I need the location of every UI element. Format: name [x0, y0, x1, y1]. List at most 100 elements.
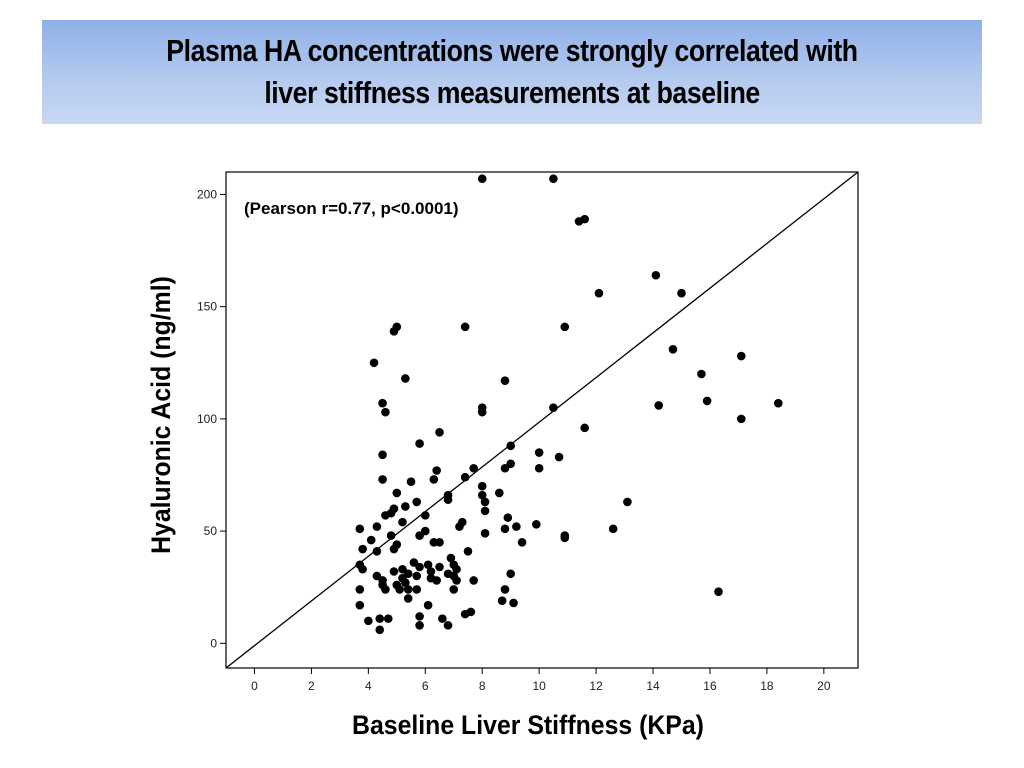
data-point: [677, 288, 686, 298]
y-tick-label: 150: [197, 300, 217, 314]
data-point: [697, 369, 706, 379]
data-point: [378, 398, 387, 408]
data-point: [429, 475, 439, 484]
data-point: [736, 351, 746, 361]
x-tick-label: 18: [760, 679, 774, 693]
data-point: [401, 502, 410, 511]
data-point: [477, 174, 487, 184]
data-point: [375, 614, 385, 623]
data-point: [480, 529, 490, 538]
data-point: [534, 463, 544, 473]
data-point: [560, 322, 570, 332]
data-point: [466, 607, 476, 617]
y-tick-label: 100: [197, 412, 217, 426]
data-point: [509, 598, 518, 608]
data-point: [512, 522, 521, 531]
data-point: [392, 540, 402, 549]
data-point: [372, 546, 382, 556]
data-point: [381, 511, 390, 520]
data-point: [668, 345, 678, 354]
pearson-annotation: (Pearson r=0.77, p<0.0001): [244, 199, 459, 218]
y-axis: 0 50 100 150 200: [197, 187, 226, 650]
x-tick-label: 0: [251, 679, 258, 693]
data-point: [415, 439, 424, 448]
data-point: [460, 322, 470, 332]
y-tick-label: 0: [210, 636, 217, 650]
data-point: [432, 466, 441, 475]
data-point: [580, 423, 590, 433]
data-point: [378, 475, 387, 484]
data-point: [651, 270, 661, 280]
data-point: [477, 481, 487, 491]
data-point: [449, 585, 459, 594]
data-point: [469, 463, 478, 473]
x-tick-label: 12: [589, 679, 603, 693]
data-point: [369, 358, 379, 368]
y-tick-label: 50: [204, 524, 218, 538]
data-point: [477, 490, 487, 500]
data-point: [594, 288, 604, 298]
data-point: [500, 463, 510, 473]
x-tick-label: 2: [308, 679, 315, 693]
data-point: [534, 448, 544, 457]
data-point: [480, 497, 490, 507]
data-point: [554, 452, 564, 462]
data-point: [420, 511, 430, 520]
data-point: [438, 614, 447, 623]
x-tick-label: 16: [703, 679, 717, 693]
data-point: [358, 544, 367, 554]
data-point: [455, 522, 464, 531]
data-point: [503, 513, 513, 522]
data-point: [608, 524, 618, 534]
data-point: [415, 612, 424, 621]
data-point: [401, 578, 410, 588]
data-point: [506, 569, 515, 579]
data-point: [494, 488, 504, 498]
data-point: [773, 398, 783, 408]
data-point: [702, 396, 712, 406]
x-tick-label: 6: [422, 679, 429, 693]
data-point: [406, 477, 416, 487]
x-tick-label: 14: [646, 679, 660, 693]
data-point: [654, 401, 664, 410]
data-point: [415, 621, 424, 630]
data-point: [412, 571, 422, 581]
data-point: [381, 585, 390, 594]
slide-title-line-1: Plasma HA concentrations were strongly c…: [166, 33, 858, 68]
data-point: [435, 538, 444, 547]
data-point: [355, 600, 365, 610]
data-point: [432, 576, 441, 585]
data-point: [415, 562, 424, 572]
data-point: [532, 520, 541, 529]
data-point: [500, 524, 510, 534]
data-point: [580, 214, 590, 224]
data-point: [736, 414, 746, 424]
data-point: [423, 600, 433, 610]
data-point: [500, 376, 510, 386]
data-point: [395, 585, 404, 594]
data-point: [452, 576, 461, 585]
data-point: [549, 174, 558, 184]
data-point: [426, 567, 436, 576]
data-point: [469, 576, 478, 585]
data-point: [435, 428, 444, 437]
data-point: [378, 450, 387, 460]
data-point: [381, 407, 390, 417]
data-point: [443, 495, 453, 504]
y-tick-label: 200: [197, 187, 217, 201]
data-point: [452, 564, 461, 574]
data-point: [403, 569, 413, 579]
data-point: [403, 594, 413, 603]
data-point: [364, 616, 373, 626]
data-point: [623, 497, 632, 507]
data-point: [392, 488, 402, 498]
data-point: [392, 322, 402, 332]
data-point: [355, 585, 365, 594]
data-point: [420, 526, 430, 536]
data-point: [463, 546, 473, 556]
plot-frame: [225, 171, 859, 669]
data-point: [714, 587, 723, 596]
data-point: [355, 524, 365, 534]
data-point: [372, 522, 382, 531]
